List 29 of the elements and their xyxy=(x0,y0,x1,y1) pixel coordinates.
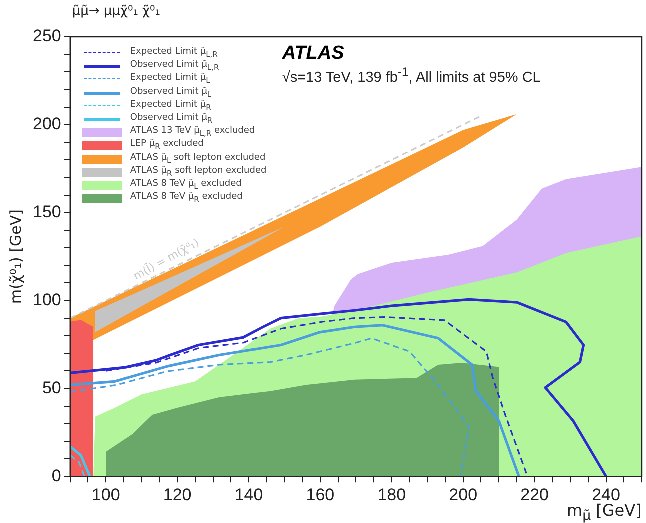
x-tick-label: 140 xyxy=(234,485,264,504)
legend-label: Expected Limit μ̃$_{L}$ xyxy=(130,72,210,87)
x-tick-label: 180 xyxy=(378,485,406,504)
y-tick-label: 100 xyxy=(32,290,62,310)
legend-label: Observed Limit μ̃$_{R}$ xyxy=(130,112,213,126)
x-tick-label: 100 xyxy=(92,485,120,504)
legend-label: ATLAS 8 TeV μ̃$_{L}$ excluded xyxy=(130,178,242,192)
legend-label: Expected Limit μ̃$_{L,R}$ xyxy=(130,46,218,60)
y-axis-title: m(χ̃⁰₁) [GeV] xyxy=(6,210,25,304)
legend-label: Observed Limit μ̃$_{L}$ xyxy=(130,86,212,100)
legend-label: LEP μ̃$_{R}$ excluded xyxy=(130,138,204,153)
y-tick-label: 150 xyxy=(32,202,62,222)
y-tick-label: 250 xyxy=(32,26,62,46)
x-tick-label: 200 xyxy=(449,485,478,504)
y-tick-label: 50 xyxy=(42,378,62,398)
legend-label: Observed Limit μ̃$_{L,R}$ xyxy=(130,59,220,73)
chart-title: μ̃μ̃→ μμχ̃⁰₁ χ̃⁰₁ xyxy=(72,4,160,19)
x-tick-label: 120 xyxy=(163,485,192,504)
legend-label: Expected Limit μ̃$_{R}$ xyxy=(130,98,212,113)
legend-label: ATLAS μ̃$_{R}$ soft lepton excluded xyxy=(130,164,267,179)
legend-label: ATLAS 13 TeV μ̃$_{L,R}$ excluded xyxy=(130,125,256,139)
y-tick-label: 0 xyxy=(52,466,62,486)
x-tick-label: 160 xyxy=(306,485,335,504)
annotation: ATLAS xyxy=(282,43,344,65)
annotation: √s=13 TeV, 139 fb$^{-1}$, All limits at 95% CL xyxy=(282,65,541,86)
y-tick-label: 200 xyxy=(32,114,62,134)
legend-label: ATLAS 8 TeV μ̃$_{R}$ excluded xyxy=(130,191,243,206)
x-tick-label: 220 xyxy=(520,485,550,504)
legend-label: ATLAS μ̃$_{L}$ soft lepton excluded xyxy=(130,152,266,166)
